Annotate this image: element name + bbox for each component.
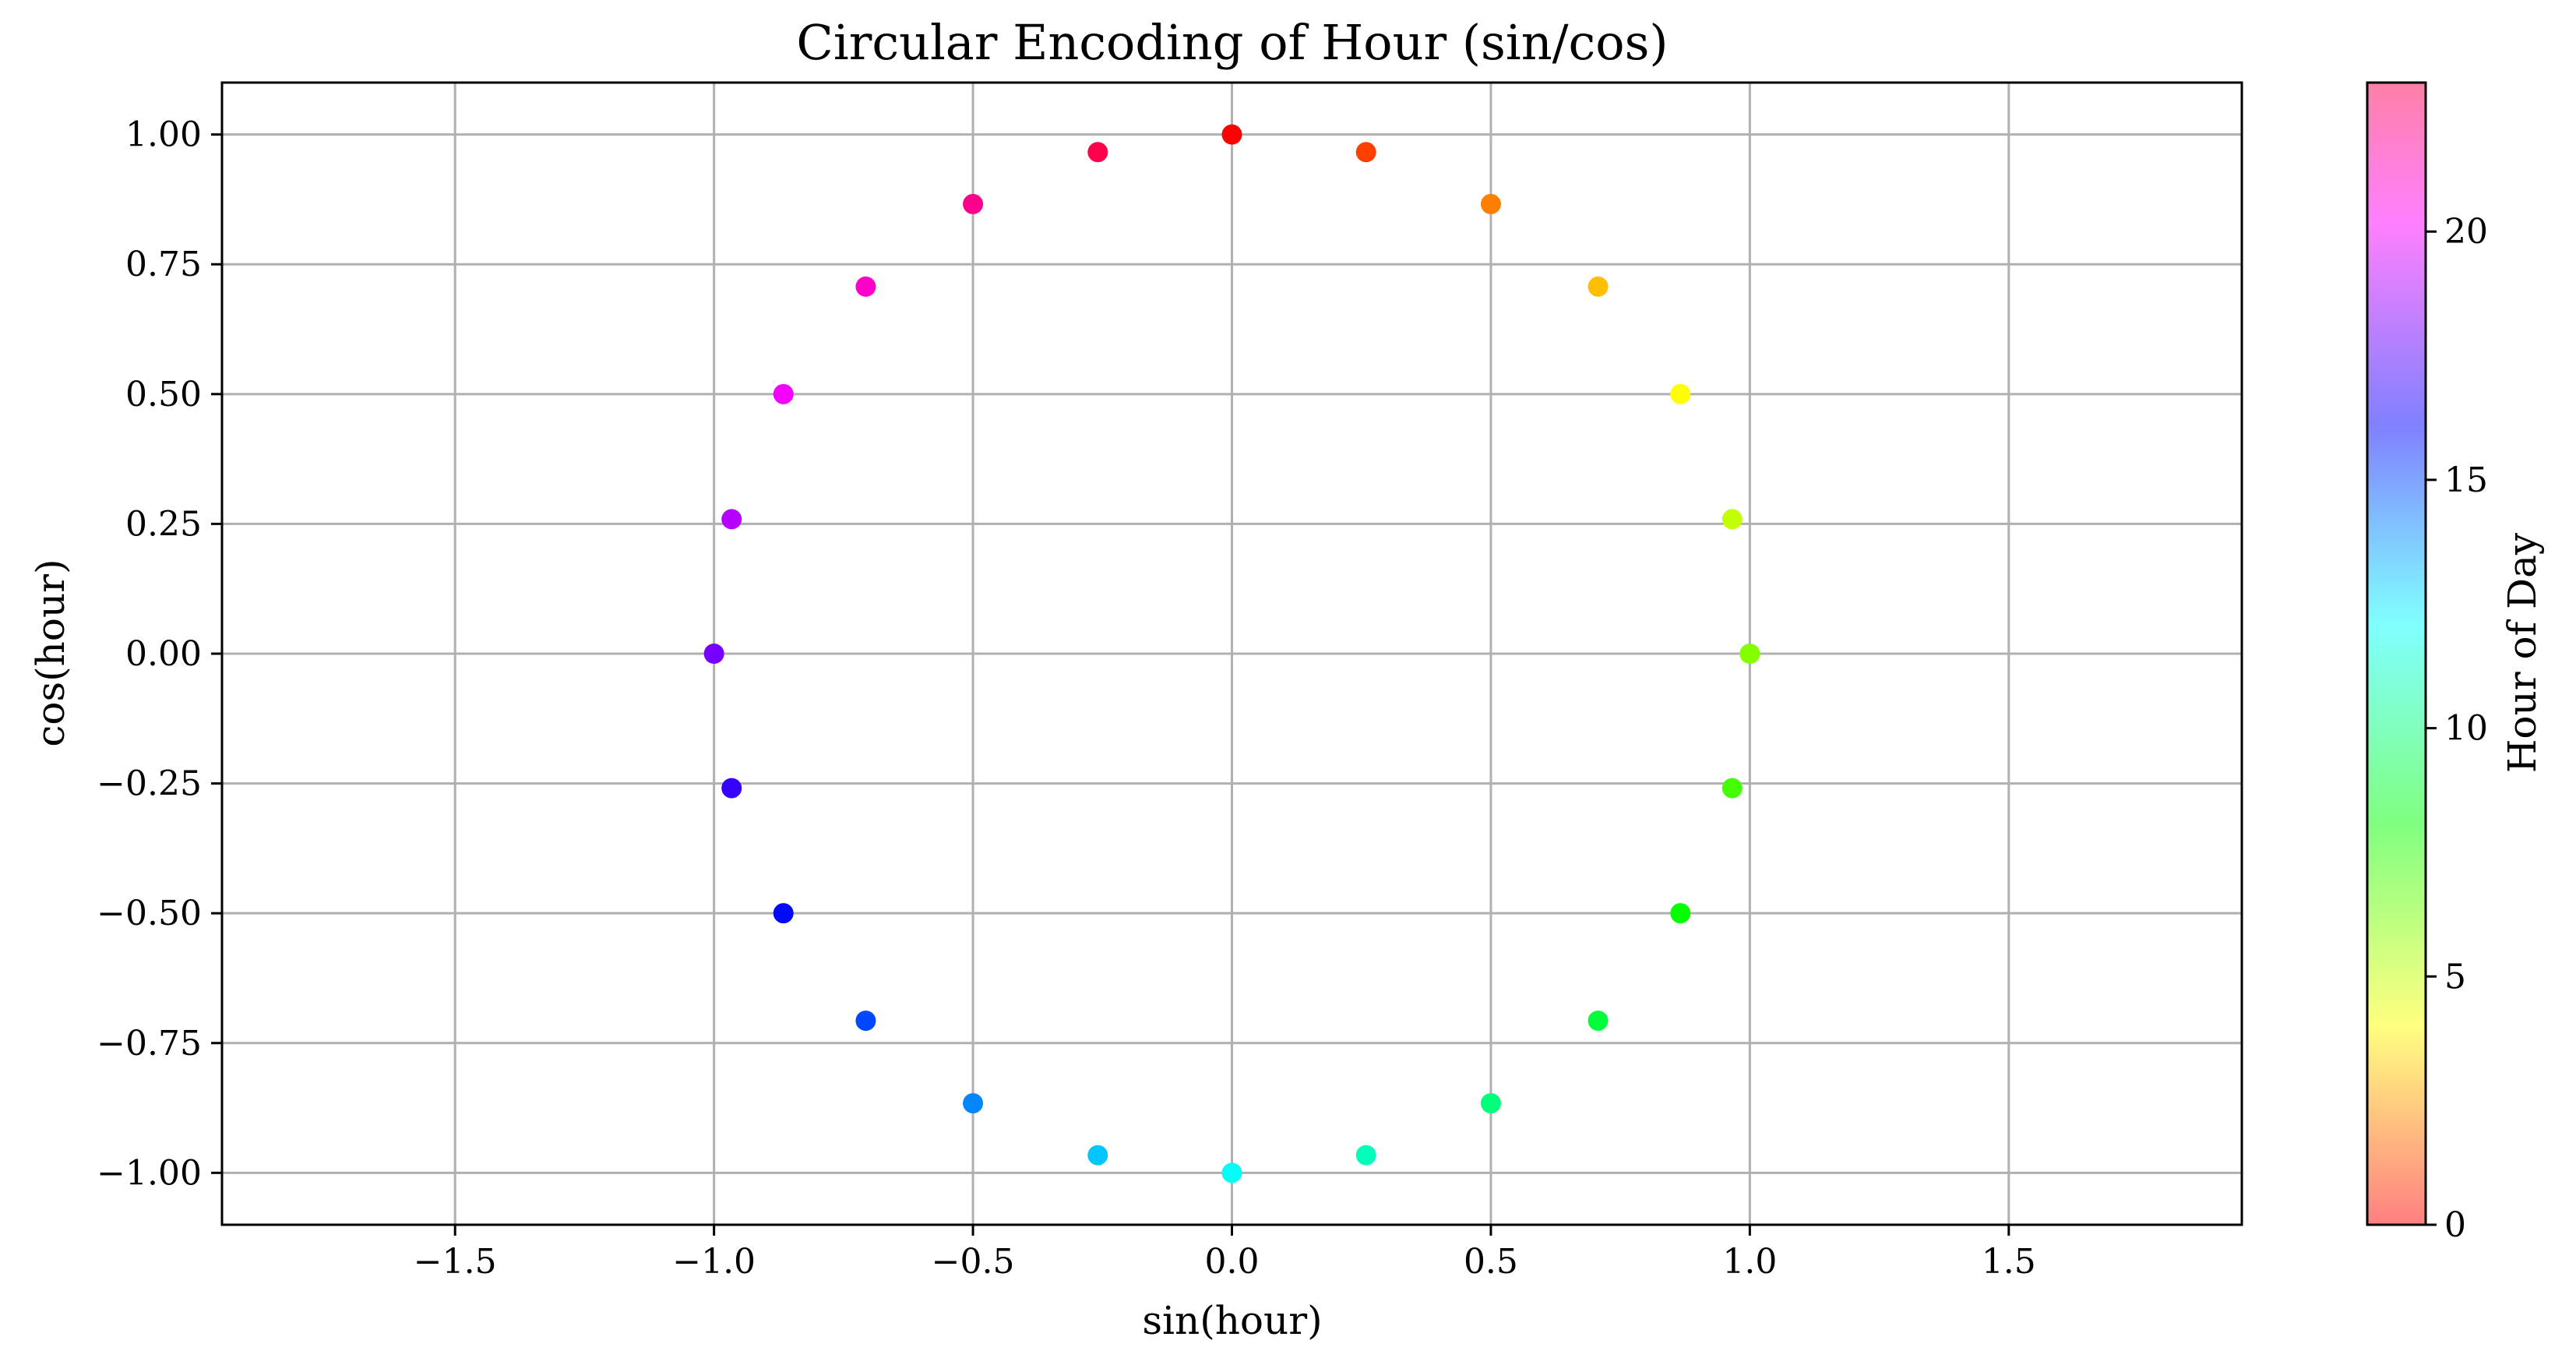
data-point — [1355, 1145, 1376, 1166]
y-tick-label: −1.00 — [97, 1153, 202, 1193]
x-tick-label: 0.0 — [1205, 1242, 1260, 1282]
colorbar-tick-label: 0 — [2444, 1205, 2466, 1245]
data-point — [721, 509, 742, 530]
data-point — [1670, 903, 1691, 924]
y-tick-label: 0.00 — [125, 634, 202, 674]
colorbar-tick-label: 15 — [2444, 460, 2488, 500]
y-tick-label: 1.00 — [125, 115, 202, 155]
chart-title: Circular Encoding of Hour (sin/cos) — [796, 14, 1668, 71]
y-tick-label: 0.75 — [125, 245, 202, 284]
data-point — [773, 903, 794, 924]
x-tick-label: 0.5 — [1464, 1242, 1518, 1282]
data-point — [855, 276, 876, 297]
data-point — [1739, 644, 1760, 664]
colorbar-gradient — [2367, 83, 2426, 1225]
data-point — [855, 1011, 876, 1032]
colorbar-frame — [2366, 81, 2427, 1226]
data-point — [1588, 1011, 1609, 1032]
colorbar-tick-label: 20 — [2444, 212, 2488, 252]
data-point — [1355, 142, 1376, 163]
colorbar-tick-label: 10 — [2444, 709, 2488, 749]
colorbar-tick-label: 5 — [2444, 957, 2466, 996]
data-point — [1087, 142, 1108, 163]
data-point — [703, 644, 724, 664]
y-tick-label: −0.25 — [97, 764, 202, 804]
data-point — [1721, 509, 1743, 530]
y-tick-label: −0.50 — [97, 894, 202, 933]
data-point — [721, 778, 742, 799]
y-tick-label: 0.25 — [125, 504, 202, 544]
x-tick-label: −1.5 — [414, 1242, 497, 1282]
x-tick-label: −1.0 — [672, 1242, 756, 1282]
x-axis-ticks: −1.5 −1.0 −0.5 0.0 0.5 1.0 1.5 — [414, 1225, 2036, 1282]
x-tick-label: −0.5 — [932, 1242, 1015, 1282]
data-point — [773, 383, 794, 404]
colorbar-label: Hour of Day — [2500, 532, 2545, 773]
x-tick-label: 1.5 — [1982, 1242, 2036, 1282]
data-point — [1221, 1162, 1242, 1183]
data-point — [963, 1093, 984, 1114]
y-axis-label: cos(hour) — [28, 559, 73, 746]
colorbar: 0 5 10 15 20 Hour of Day — [2366, 81, 2545, 1245]
y-tick-label: −0.75 — [97, 1024, 202, 1063]
data-points — [703, 124, 1760, 1183]
data-point — [1670, 383, 1691, 404]
data-point — [963, 193, 984, 214]
data-point — [1087, 1145, 1108, 1166]
y-axis-ticks: 1.00 0.75 0.50 0.25 0.00 −0.25 −0.50 −0.75 −1.00 — [97, 115, 222, 1193]
data-point — [1480, 193, 1501, 214]
y-tick-label: 0.50 — [125, 375, 202, 414]
data-point — [1221, 124, 1242, 145]
data-point — [1588, 276, 1609, 297]
data-point — [1721, 778, 1743, 799]
data-point — [1480, 1093, 1501, 1114]
x-axis-label: sin(hour) — [1142, 1298, 1322, 1343]
x-tick-label: 1.0 — [1722, 1242, 1777, 1282]
grid-lines — [222, 83, 2242, 1225]
colorbar-ticks: 0 5 10 15 20 — [2426, 212, 2488, 1245]
